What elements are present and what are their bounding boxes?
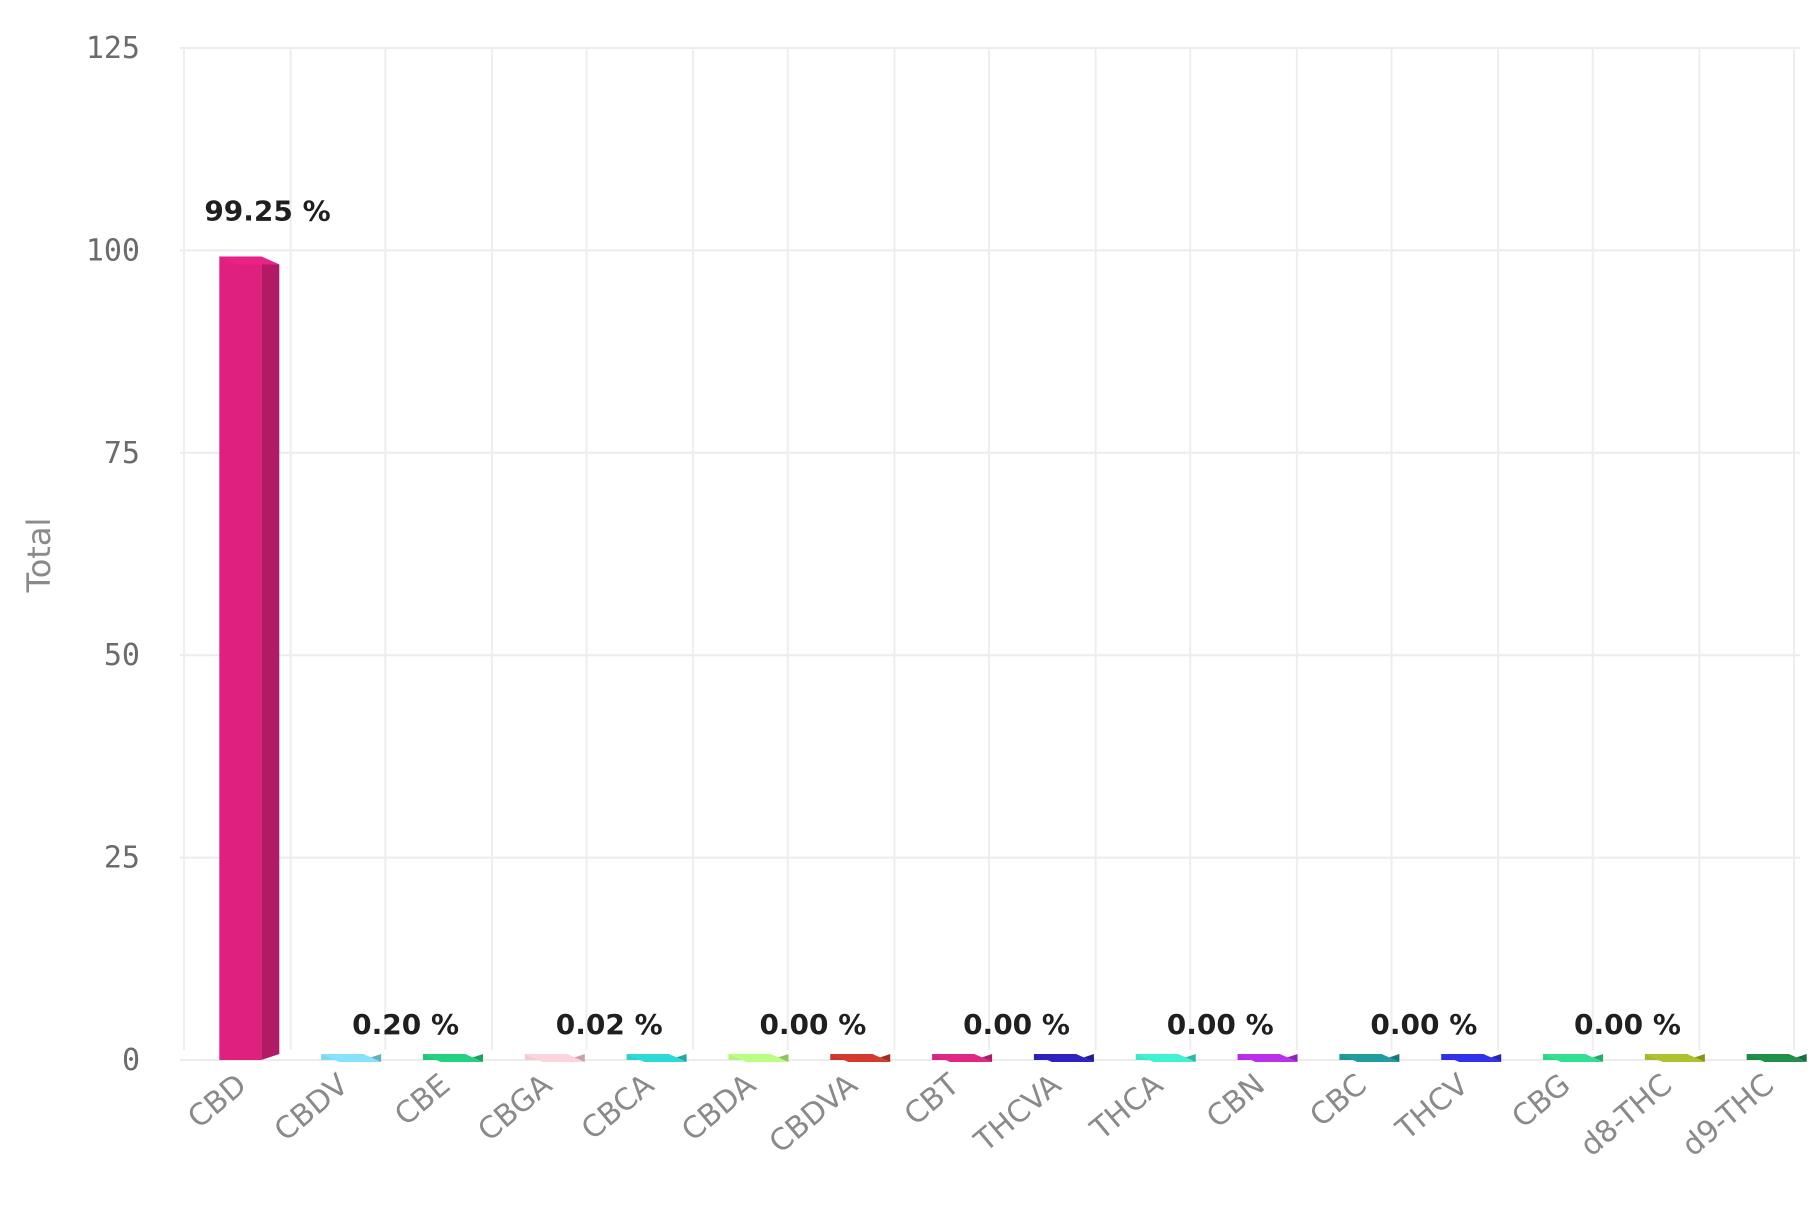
bar-top bbox=[1237, 1054, 1298, 1062]
y-tick-label: 0 bbox=[122, 1043, 140, 1078]
x-tick-label: CBT bbox=[898, 1067, 967, 1133]
x-tick-label: CBDA bbox=[675, 1067, 763, 1149]
grid bbox=[180, 47, 1800, 1061]
x-tick-label: CBC bbox=[1304, 1067, 1374, 1134]
data-label: 0.20 % bbox=[352, 1008, 459, 1041]
bar-top bbox=[728, 1054, 789, 1062]
bar-top bbox=[1746, 1054, 1807, 1062]
y-axis: 0 25 50 75 100 125 bbox=[86, 31, 140, 1078]
bar-top bbox=[1644, 1054, 1705, 1062]
bar-top bbox=[626, 1054, 687, 1062]
data-label: 0.00 % bbox=[1574, 1008, 1681, 1041]
bar-top bbox=[830, 1054, 891, 1062]
bar-top bbox=[1441, 1054, 1502, 1062]
y-tick-label: 25 bbox=[104, 841, 140, 876]
bar-top bbox=[1135, 1054, 1196, 1062]
bar-top bbox=[524, 1054, 585, 1062]
bar-top bbox=[321, 1054, 382, 1062]
y-tick-label: 75 bbox=[104, 436, 140, 471]
x-tick-label: THCA bbox=[1084, 1067, 1171, 1148]
bar-top bbox=[932, 1054, 993, 1062]
x-tick-label: CBGA bbox=[471, 1067, 559, 1149]
bars bbox=[219, 256, 1807, 1062]
bar bbox=[219, 256, 262, 1060]
data-label: 99.25 % bbox=[204, 194, 330, 227]
x-tick-label: CBDVA bbox=[763, 1067, 865, 1160]
x-tick-label: CBCA bbox=[575, 1067, 661, 1147]
y-tick-label: 125 bbox=[86, 31, 140, 66]
x-tick-label: THCVA bbox=[967, 1067, 1068, 1160]
x-axis: CBD CBDV CBE CBGA CBCA CBDA CBDVA CBT THCVA THCA C… bbox=[181, 1067, 1780, 1164]
y-tick-label: 100 bbox=[86, 233, 140, 268]
x-tick-label: CBE bbox=[388, 1067, 457, 1133]
x-tick-label: d9-THC bbox=[1676, 1067, 1781, 1163]
bar-top bbox=[1033, 1054, 1094, 1062]
bar-top bbox=[1339, 1054, 1400, 1062]
y-tick-label: 50 bbox=[104, 638, 140, 673]
x-tick-label: CBG bbox=[1505, 1067, 1577, 1135]
data-label: 0.00 % bbox=[963, 1008, 1070, 1041]
bar-top bbox=[422, 1054, 483, 1062]
data-labels: 99.25 % 0.20 % 0.02 % 0.00 % 0.00 % 0.00 % 0.0… bbox=[204, 194, 1681, 1041]
x-tick-label: THCV bbox=[1389, 1067, 1476, 1148]
bar-top bbox=[1543, 1054, 1604, 1062]
y-axis-label: Total bbox=[20, 518, 58, 594]
x-tick-label: d8-THC bbox=[1574, 1067, 1679, 1163]
data-label: 0.02 % bbox=[556, 1008, 663, 1041]
x-tick-label: CBD bbox=[181, 1067, 253, 1135]
bar-top bbox=[219, 256, 280, 265]
data-label: 0.00 % bbox=[1167, 1008, 1274, 1041]
x-tick-label: CBDV bbox=[268, 1067, 356, 1149]
data-label: 0.00 % bbox=[1370, 1008, 1477, 1041]
bar-side bbox=[261, 256, 280, 1060]
x-tick-label: CBN bbox=[1200, 1067, 1272, 1135]
data-label: 0.00 % bbox=[759, 1008, 866, 1041]
